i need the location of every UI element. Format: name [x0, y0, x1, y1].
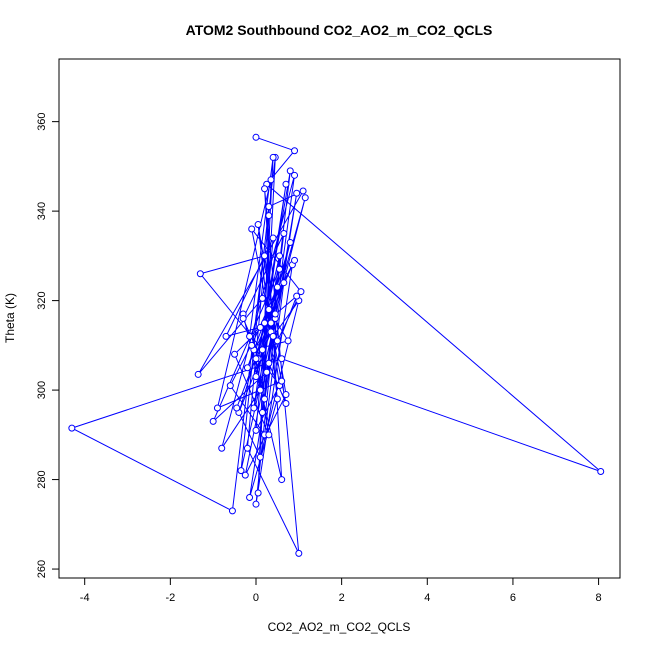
- data-point: [273, 337, 281, 345]
- data-point: [256, 323, 264, 331]
- y-tick-label: 280: [36, 470, 48, 488]
- data-point: [278, 377, 286, 385]
- data-point: [196, 270, 204, 278]
- data-point: [284, 337, 292, 345]
- data-point: [256, 386, 264, 394]
- data-point: [218, 444, 226, 452]
- data-point: [269, 153, 277, 161]
- data-point: [228, 507, 236, 515]
- data-point: [258, 346, 266, 354]
- data-point: [278, 476, 286, 484]
- x-tick-label: 6: [510, 592, 516, 604]
- data-point: [286, 167, 294, 175]
- data-point: [280, 229, 288, 237]
- data-point: [265, 359, 273, 367]
- data-point: [252, 133, 260, 141]
- series-line: [70, 136, 602, 554]
- x-tick-label: -4: [80, 592, 90, 604]
- data-point: [265, 203, 273, 211]
- data-point: [282, 391, 290, 399]
- data-point: [276, 265, 284, 273]
- y-tick-label: 260: [36, 560, 48, 578]
- data-point: [291, 147, 299, 155]
- data-point: [233, 404, 241, 412]
- data-point: [261, 319, 269, 327]
- y-tick-label: 340: [36, 202, 48, 220]
- data-point: [282, 180, 290, 188]
- data-point: [261, 395, 269, 403]
- data-point: [267, 176, 275, 184]
- x-tick-label: 4: [424, 592, 430, 604]
- data-point: [293, 292, 301, 300]
- data-point: [231, 350, 239, 358]
- data-point: [194, 370, 202, 378]
- data-point: [265, 306, 273, 314]
- data-point: [269, 332, 277, 340]
- data-point: [291, 256, 299, 264]
- data-point: [246, 493, 254, 501]
- data-point: [241, 471, 249, 479]
- data-point: [297, 288, 305, 296]
- data-point: [299, 187, 307, 195]
- data-point: [226, 382, 234, 390]
- data-point: [250, 404, 258, 412]
- x-axis-label: CO2_AO2_m_CO2_QCLS: [268, 620, 411, 634]
- series-layer: [68, 133, 605, 557]
- x-tick-label: 2: [339, 592, 345, 604]
- data-point: [271, 310, 279, 318]
- data-point: [261, 252, 269, 260]
- data-point: [237, 467, 245, 475]
- data-point: [258, 294, 266, 302]
- data-point: [286, 238, 294, 246]
- data-point: [273, 395, 281, 403]
- x-axis: -4 -2 0 2 4 6 8: [80, 577, 602, 604]
- x-tick-label: 0: [253, 592, 259, 604]
- data-point: [68, 424, 76, 432]
- data-point: [291, 171, 299, 179]
- y-tick-label: 360: [36, 112, 48, 130]
- data-point: [267, 319, 275, 327]
- y-tick-label: 300: [36, 381, 48, 399]
- data-point: [261, 185, 269, 193]
- data-point: [280, 279, 288, 287]
- data-point: [256, 453, 264, 461]
- data-point: [276, 252, 284, 260]
- data-point: [293, 189, 301, 197]
- data-point: [252, 500, 260, 508]
- y-axis: 260 280 300 320 340 360: [36, 112, 60, 578]
- x-tick-label: -2: [165, 592, 175, 604]
- data-point: [209, 417, 217, 425]
- data-point: [295, 549, 303, 557]
- data-point: [243, 364, 251, 372]
- data-point: [301, 194, 309, 202]
- data-point: [269, 234, 277, 242]
- chart-title: ATOM2 Southbound CO2_AO2_m_CO2_QCLS: [186, 22, 493, 38]
- data-point: [282, 400, 290, 408]
- data-point: [246, 332, 254, 340]
- data-point: [248, 341, 256, 349]
- data-point: [265, 431, 273, 439]
- data-point: [265, 212, 273, 220]
- data-point: [248, 225, 256, 233]
- data-point: [258, 408, 266, 416]
- data-point: [239, 315, 247, 322]
- data-point: [254, 221, 262, 229]
- plot-frame: [58, 58, 621, 579]
- data-point: [222, 332, 230, 340]
- y-axis-label: Theta (K): [3, 293, 17, 343]
- data-point: [597, 468, 605, 476]
- data-point: [252, 355, 260, 363]
- data-point: [252, 426, 260, 434]
- data-point: [273, 283, 281, 291]
- data-point: [254, 489, 262, 497]
- data-point: [278, 355, 286, 363]
- data-point: [263, 368, 271, 376]
- data-point: [213, 404, 221, 412]
- y-tick-label: 320: [36, 291, 48, 309]
- data-point: [243, 444, 251, 452]
- data-point: [252, 373, 260, 381]
- x-tick-label: 8: [596, 592, 602, 604]
